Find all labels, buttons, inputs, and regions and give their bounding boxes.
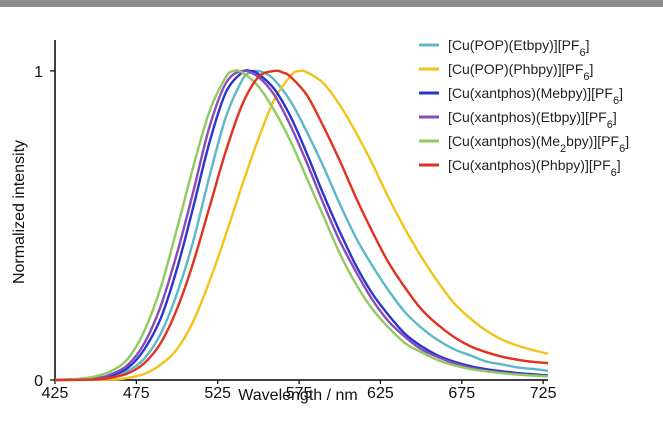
series-line-6 xyxy=(54,69,549,382)
x-tick-label: 675 xyxy=(448,385,475,402)
series-line-3 xyxy=(54,69,549,382)
legend-label-2: [Cu(POP)(Phbpy)][PF6] xyxy=(448,61,593,83)
x-axis-title: Wavelength / nm xyxy=(238,387,357,404)
legend-label-6: [Cu(xantphos)(Phbpy)][PF6] xyxy=(448,157,621,179)
x-tick-label: 625 xyxy=(367,385,394,402)
axis-ticks: 425 475 525 575 625 675 725 0 1 xyxy=(34,64,556,402)
series-line-1 xyxy=(54,69,549,382)
series-line-5 xyxy=(54,69,549,382)
x-tick-label: 475 xyxy=(123,385,150,402)
x-tick-label: 525 xyxy=(204,385,231,402)
legend: [Cu(POP)(Etbpy)][PF6][Cu(POP)(Phbpy)][PF… xyxy=(419,37,629,179)
series-line-4 xyxy=(54,69,549,382)
legend-label-1: [Cu(POP)(Etbpy)][PF6] xyxy=(448,37,589,59)
y-axis-title: Normalized intensity xyxy=(11,140,28,284)
top-rule xyxy=(0,0,663,7)
x-tick-label: 575 xyxy=(286,385,313,402)
x-tick-label: 725 xyxy=(530,385,557,402)
legend-label-4: [Cu(xantphos)(Etbpy)][PF6] xyxy=(448,109,617,131)
x-tick-label: 425 xyxy=(42,385,69,402)
y-tick-label: 1 xyxy=(34,64,43,81)
y-tick-label: 0 xyxy=(34,373,43,390)
series-line-2 xyxy=(54,69,549,382)
legend-label-5: [Cu(xantphos)(Me2bpy)][PF6] xyxy=(448,133,629,155)
series-lines xyxy=(54,69,549,382)
legend-label-3: [Cu(xantphos)(Mebpy)][PF6] xyxy=(448,85,623,107)
